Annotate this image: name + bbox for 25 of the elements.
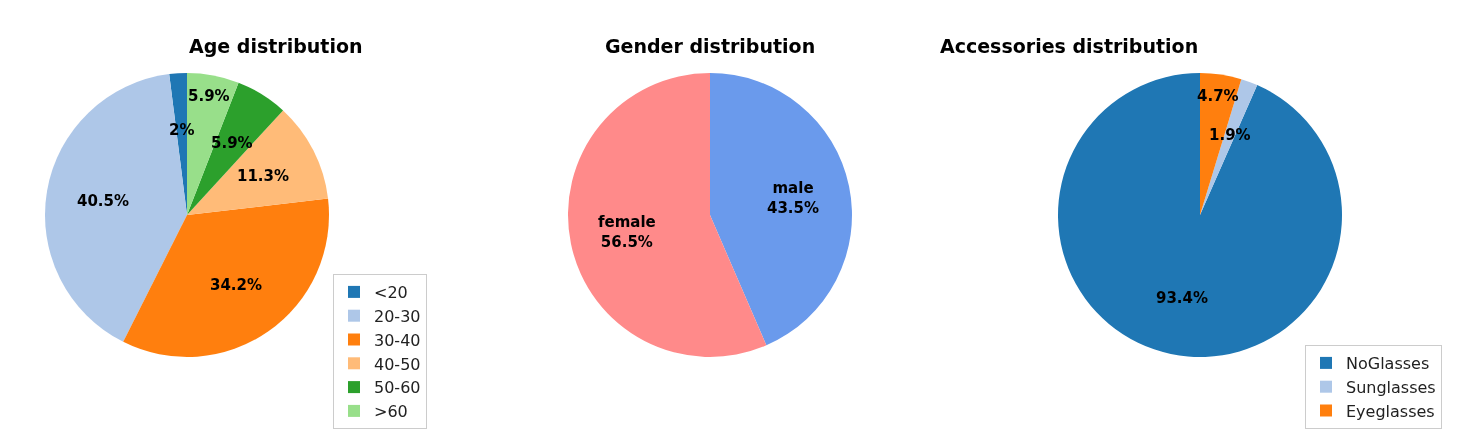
legend-label: <20	[374, 283, 408, 303]
slice-label: male	[772, 179, 814, 197]
legend-label: Eyeglasses	[1346, 401, 1435, 421]
legend-label: Sunglasses	[1346, 377, 1436, 397]
legend-label: >60	[374, 402, 408, 422]
pie-slice	[710, 73, 852, 346]
legend-label: 40-50	[374, 354, 421, 374]
legend-label: NoGlasses	[1346, 354, 1430, 374]
data-label: 56.5%	[600, 232, 653, 251]
legend-label: 20-30	[374, 306, 421, 326]
data-label: 93.4%	[1156, 289, 1209, 307]
data-label: 1.9%	[1209, 126, 1251, 144]
data-label: 11.3%	[237, 167, 290, 185]
legend-label: 30-40	[374, 330, 421, 350]
legend-label: 50-60	[374, 378, 421, 398]
slice-label: female	[598, 213, 656, 231]
pie-slice	[568, 73, 767, 357]
pie-slice	[1058, 73, 1342, 357]
chart-title: Accessories distribution	[940, 35, 1199, 57]
data-label: 43.5%	[767, 198, 820, 217]
chart-title: Age distribution	[189, 35, 363, 57]
chart-title: Gender distribution	[605, 35, 816, 57]
data-label: 34.2%	[210, 276, 263, 294]
data-label: 40.5%	[77, 192, 130, 210]
data-label: 5.9%	[188, 87, 230, 105]
